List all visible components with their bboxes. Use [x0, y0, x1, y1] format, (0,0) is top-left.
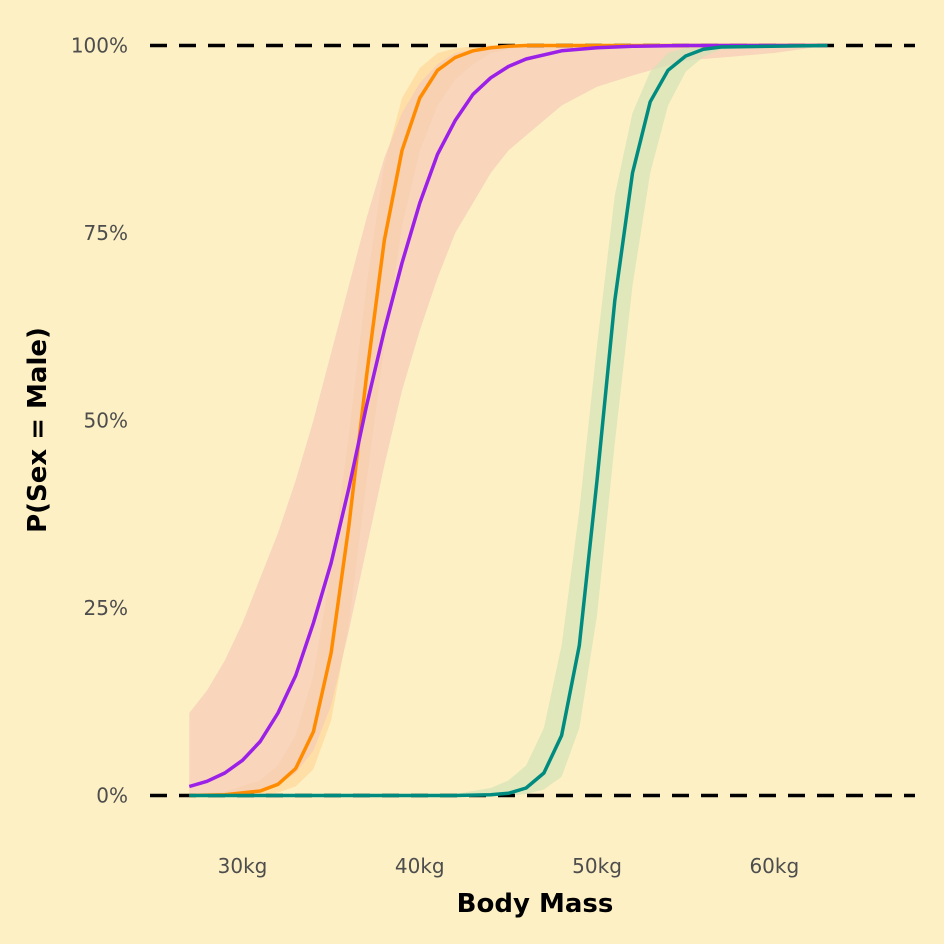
- y-tick-label: 0%: [96, 784, 128, 808]
- x-axis-ticks: 30kg 40kg 50kg 60kg: [218, 854, 800, 878]
- series-line-3: [189, 43, 828, 798]
- y-tick-label: 25%: [84, 596, 128, 620]
- x-tick-label: 60kg: [749, 854, 799, 878]
- x-tick-label: 40kg: [395, 854, 445, 878]
- series-line-1: [189, 43, 828, 798]
- y-tick-label: 75%: [84, 221, 128, 245]
- y-axis-ticks: 0% 25% 50% 75% 100%: [71, 34, 128, 808]
- series-lines: [188, 43, 828, 798]
- series-line-2: [188, 43, 828, 789]
- y-axis-title: P(Sex = Male): [23, 327, 53, 533]
- x-tick-label: 30kg: [218, 854, 268, 878]
- y-tick-label: 100%: [71, 34, 128, 58]
- x-tick-label: 50kg: [572, 854, 622, 878]
- confidence-band-2: [189, 45, 828, 796]
- confidence-bands: [189, 45, 828, 796]
- y-tick-label: 50%: [84, 409, 128, 433]
- x-axis-title: Body Mass: [457, 889, 614, 919]
